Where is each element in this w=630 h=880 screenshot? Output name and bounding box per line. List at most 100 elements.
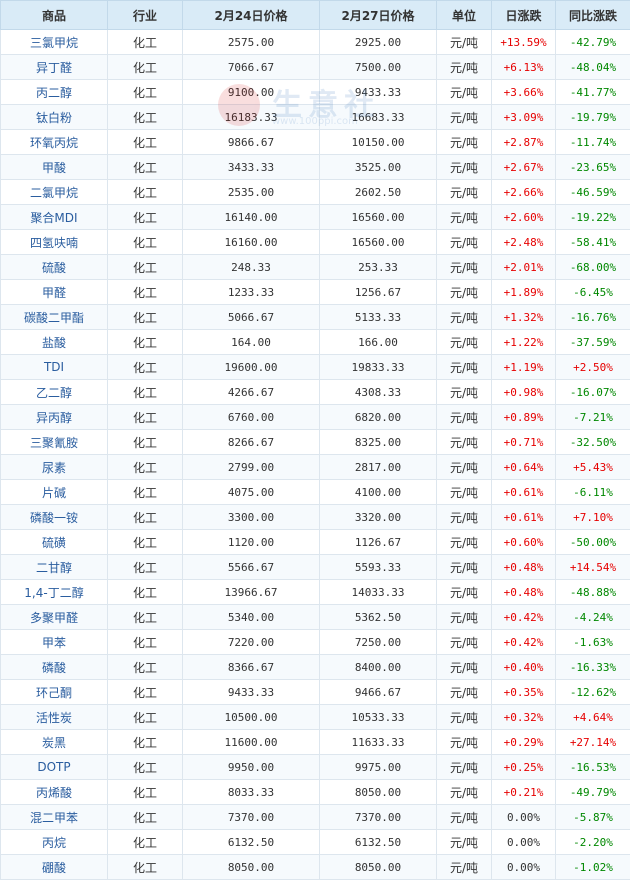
unit-cell: 元/吨 <box>437 530 492 555</box>
yoy-change-cell: -50.00% <box>556 530 630 555</box>
price-feb24-cell: 2575.00 <box>183 30 320 55</box>
commodity-cell[interactable]: DOTP <box>1 755 108 780</box>
price-feb24-cell: 19600.00 <box>183 355 320 380</box>
commodity-cell[interactable]: 甲酸 <box>1 155 108 180</box>
commodity-cell[interactable]: TDI <box>1 355 108 380</box>
yoy-change-cell: -16.76% <box>556 305 630 330</box>
header-daily-change[interactable]: 日涨跌 <box>492 1 556 30</box>
unit-cell: 元/吨 <box>437 555 492 580</box>
commodity-cell[interactable]: 活性炭 <box>1 705 108 730</box>
industry-cell: 化工 <box>108 580 183 605</box>
industry-cell: 化工 <box>108 730 183 755</box>
price-feb27-cell: 1126.67 <box>320 530 437 555</box>
unit-cell: 元/吨 <box>437 380 492 405</box>
price-feb24-cell: 11600.00 <box>183 730 320 755</box>
commodity-cell[interactable]: 硫酸 <box>1 255 108 280</box>
commodity-cell[interactable]: 磷酸一铵 <box>1 505 108 530</box>
commodity-cell[interactable]: 硫磺 <box>1 530 108 555</box>
price-feb24-cell: 13966.67 <box>183 580 320 605</box>
commodity-cell[interactable]: 丙二醇 <box>1 80 108 105</box>
commodity-cell[interactable]: 多聚甲醛 <box>1 605 108 630</box>
commodity-cell[interactable]: 异丁醛 <box>1 55 108 80</box>
commodity-cell[interactable]: 异丙醇 <box>1 405 108 430</box>
unit-cell: 元/吨 <box>437 805 492 830</box>
commodity-cell[interactable]: 炭黑 <box>1 730 108 755</box>
unit-cell: 元/吨 <box>437 430 492 455</box>
daily-change-cell: +0.32% <box>492 705 556 730</box>
commodity-cell[interactable]: 混二甲苯 <box>1 805 108 830</box>
unit-cell: 元/吨 <box>437 405 492 430</box>
commodity-cell[interactable]: 丙烯酸 <box>1 780 108 805</box>
commodity-cell[interactable]: 四氢呋喃 <box>1 230 108 255</box>
commodity-cell[interactable]: 磷酸 <box>1 655 108 680</box>
daily-change-cell: +1.22% <box>492 330 556 355</box>
price-feb24-cell: 16183.33 <box>183 105 320 130</box>
commodity-cell[interactable]: 片碱 <box>1 480 108 505</box>
daily-change-cell: +0.35% <box>492 680 556 705</box>
commodity-cell[interactable]: 环己酮 <box>1 680 108 705</box>
daily-change-cell: +2.60% <box>492 205 556 230</box>
unit-cell: 元/吨 <box>437 830 492 855</box>
price-feb27-cell: 5133.33 <box>320 305 437 330</box>
daily-change-cell: +3.09% <box>492 105 556 130</box>
commodity-cell[interactable]: 1,4-丁二醇 <box>1 580 108 605</box>
price-feb27-cell: 2817.00 <box>320 455 437 480</box>
price-feb27-cell: 14033.33 <box>320 580 437 605</box>
commodity-cell[interactable]: 甲醛 <box>1 280 108 305</box>
commodity-cell[interactable]: 丙烷 <box>1 830 108 855</box>
price-feb27-cell: 7370.00 <box>320 805 437 830</box>
header-industry[interactable]: 行业 <box>108 1 183 30</box>
industry-cell: 化工 <box>108 355 183 380</box>
price-feb24-cell: 6132.50 <box>183 830 320 855</box>
price-feb27-cell: 166.00 <box>320 330 437 355</box>
commodity-cell[interactable]: 碳酸二甲酯 <box>1 305 108 330</box>
price-feb24-cell: 8266.67 <box>183 430 320 455</box>
commodity-cell[interactable]: 钛白粉 <box>1 105 108 130</box>
price-feb24-cell: 1120.00 <box>183 530 320 555</box>
header-price-feb27[interactable]: 2月27日价格 <box>320 1 437 30</box>
commodity-cell[interactable]: 三氯甲烷 <box>1 30 108 55</box>
daily-change-cell: +0.48% <box>492 555 556 580</box>
header-unit[interactable]: 单位 <box>437 1 492 30</box>
commodity-cell[interactable]: 环氧丙烷 <box>1 130 108 155</box>
commodity-cell[interactable]: 三聚氰胺 <box>1 430 108 455</box>
commodity-cell[interactable]: 二甘醇 <box>1 555 108 580</box>
commodity-cell[interactable]: 甲苯 <box>1 630 108 655</box>
daily-change-cell: 0.00% <box>492 805 556 830</box>
price-feb24-cell: 5066.67 <box>183 305 320 330</box>
price-feb27-cell: 10150.00 <box>320 130 437 155</box>
header-yoy-change[interactable]: 同比涨跌 <box>556 1 630 30</box>
header-commodity[interactable]: 商品 <box>1 1 108 30</box>
price-feb24-cell: 6760.00 <box>183 405 320 430</box>
industry-cell: 化工 <box>108 255 183 280</box>
header-price-feb24[interactable]: 2月24日价格 <box>183 1 320 30</box>
yoy-change-cell: -48.04% <box>556 55 630 80</box>
commodity-cell[interactable]: 聚合MDI <box>1 205 108 230</box>
price-feb27-cell: 16560.00 <box>320 205 437 230</box>
commodity-cell[interactable]: 硼酸 <box>1 855 108 880</box>
yoy-change-cell: -5.87% <box>556 805 630 830</box>
commodity-cell[interactable]: 盐酸 <box>1 330 108 355</box>
industry-cell: 化工 <box>108 55 183 80</box>
industry-cell: 化工 <box>108 280 183 305</box>
daily-change-cell: +0.48% <box>492 580 556 605</box>
commodity-cell[interactable]: 二氯甲烷 <box>1 180 108 205</box>
commodity-cell[interactable]: 乙二醇 <box>1 380 108 405</box>
industry-cell: 化工 <box>108 155 183 180</box>
price-feb27-cell: 4100.00 <box>320 480 437 505</box>
commodity-cell[interactable]: 尿素 <box>1 455 108 480</box>
header-row: 商品 行业 2月24日价格 2月27日价格 单位 日涨跌 同比涨跌 <box>1 1 630 30</box>
industry-cell: 化工 <box>108 230 183 255</box>
unit-cell: 元/吨 <box>437 30 492 55</box>
